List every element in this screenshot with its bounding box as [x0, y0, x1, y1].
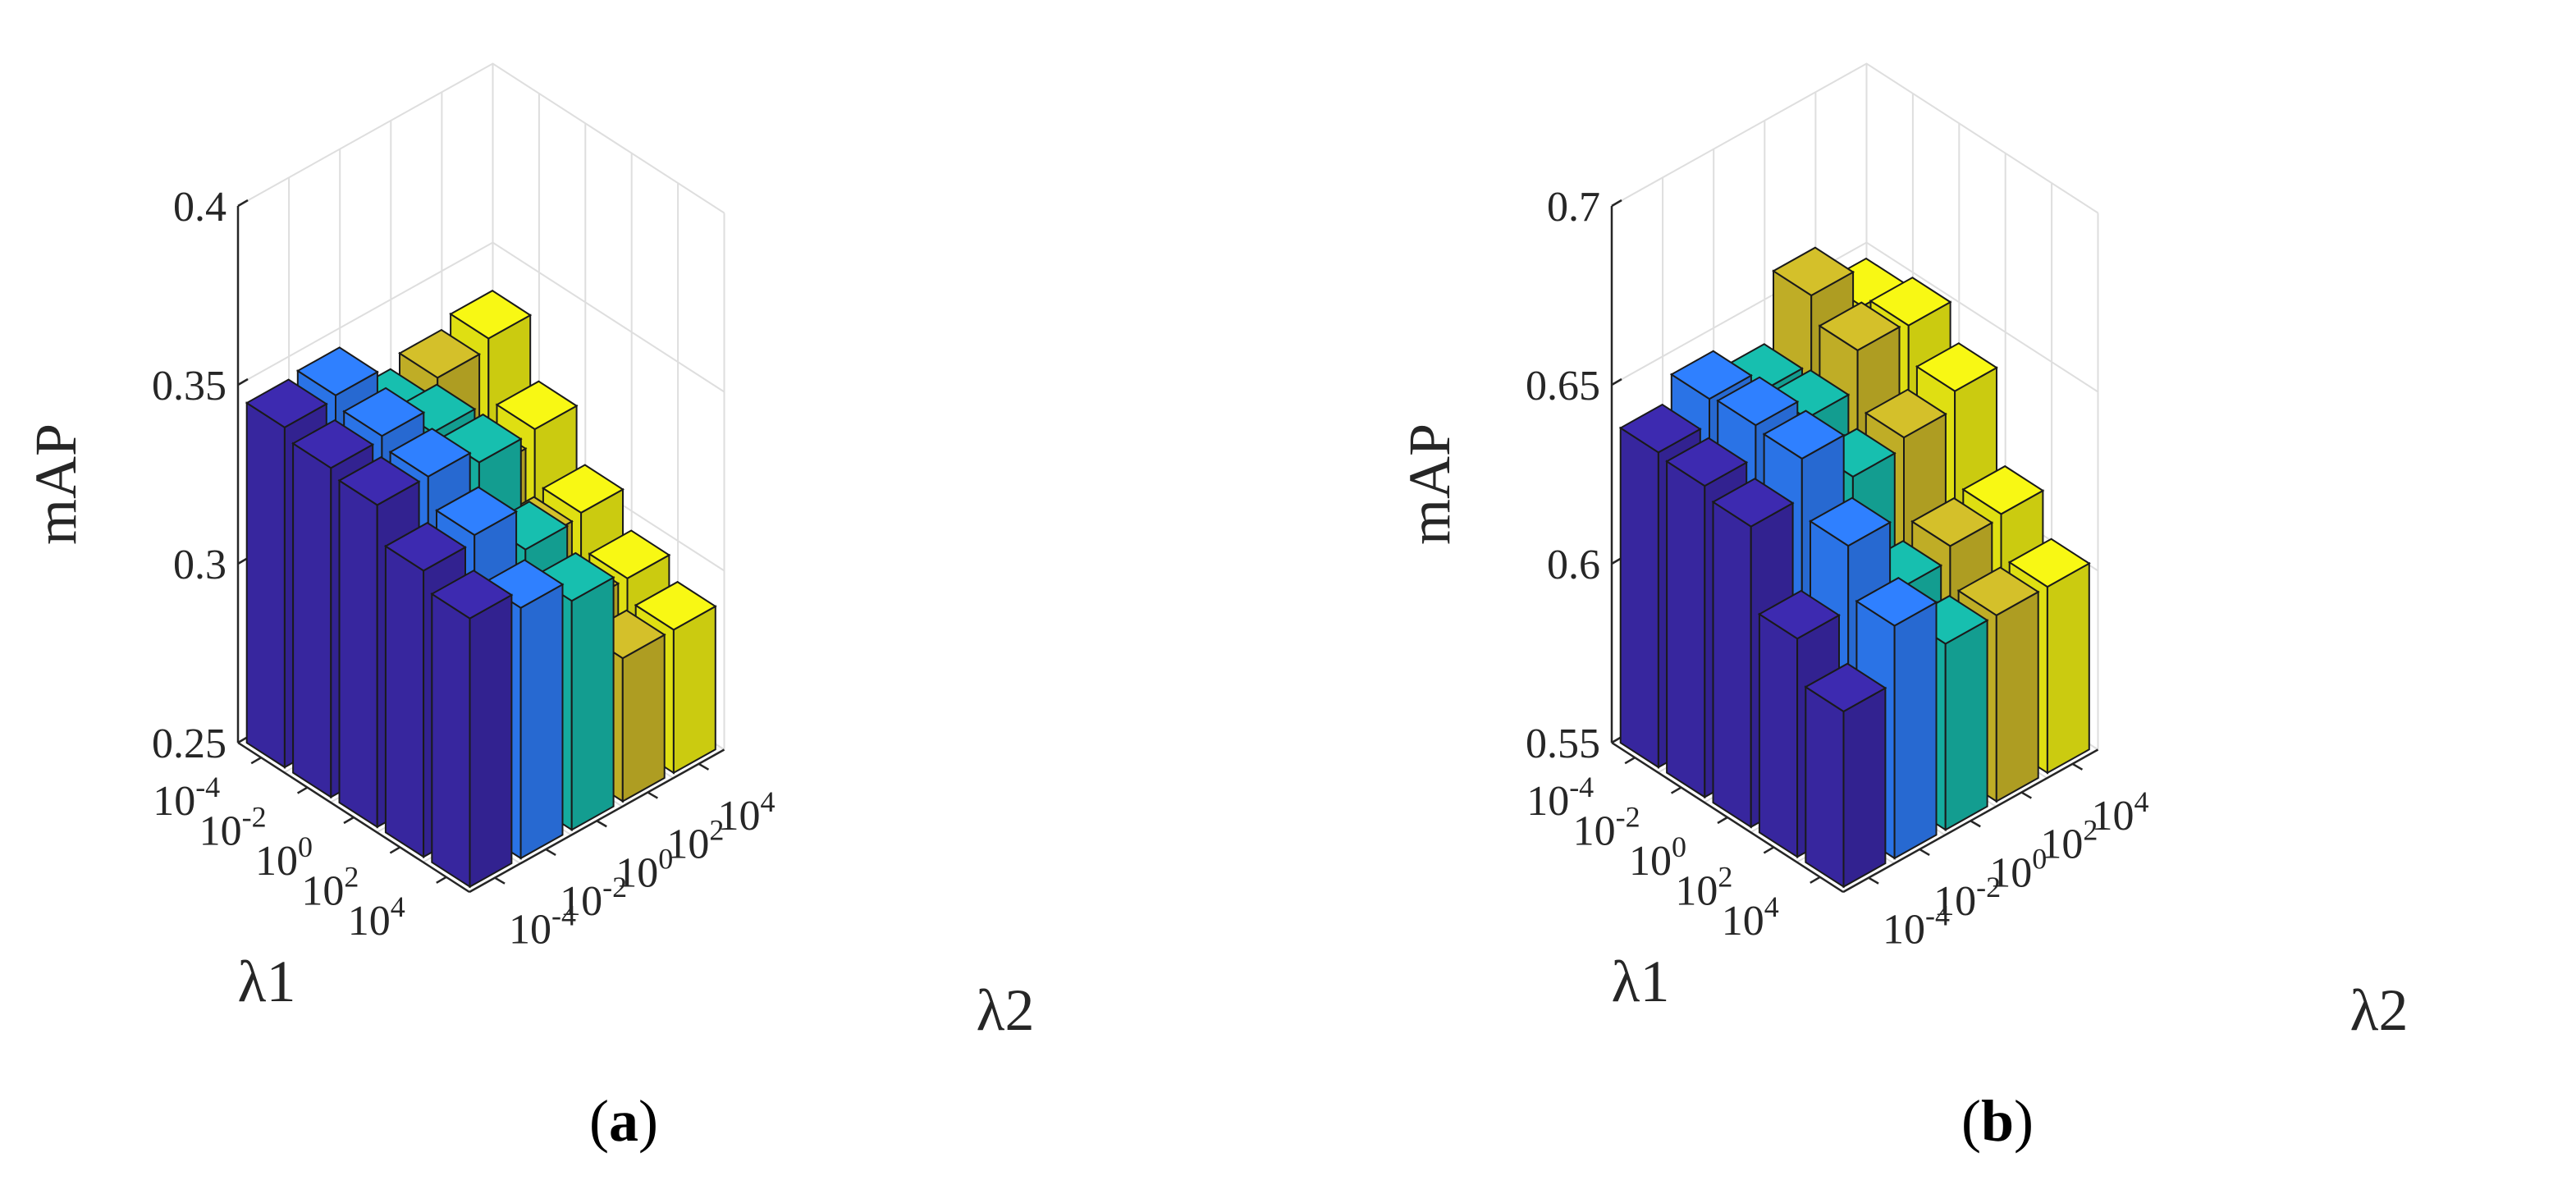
lambda1-tick-label: 10-2 — [1573, 801, 1640, 855]
lambda1-tick-label: 104 — [348, 890, 405, 945]
lambda2-tick-label: 10-2 — [560, 871, 627, 925]
lambda2-tick-label: 10-4 — [509, 899, 576, 954]
z-tick-label: 0.55 — [1526, 721, 1600, 767]
z-tick-label: 0.3 — [173, 542, 226, 588]
lambda1-axis-title: λ1 — [1612, 949, 1670, 1014]
lambda1-tick-label: 10-4 — [153, 771, 220, 825]
lambda1-tick-label: 10-4 — [1526, 771, 1594, 825]
z-axis-title: mAP — [1397, 423, 1462, 545]
lambda2-tick-label: 104 — [2091, 785, 2148, 839]
lambda2-tick-label: 102 — [2040, 814, 2098, 868]
chart-panel-b: 0.550.60.650.7mAP10-410-2100102104λ110-4… — [1397, 62, 2409, 1154]
lambda2-tick-label: 104 — [717, 785, 775, 839]
lambda1-axis-title: λ1 — [238, 949, 296, 1014]
panel-caption: (a) — [589, 1088, 658, 1154]
lambda2-tick-label: 100 — [1989, 842, 2047, 896]
z-tick-label: 0.7 — [1547, 184, 1600, 231]
lambda1-tick-label: 10-2 — [199, 801, 267, 855]
lambda1-tick-label: 102 — [1675, 860, 1732, 914]
bar — [1711, 478, 1795, 829]
lambda1-tick-label: 100 — [1629, 830, 1686, 885]
lambda2-tick-label: 100 — [615, 842, 673, 896]
lambda2-tick-label: 10-4 — [1883, 899, 1950, 954]
lambda2-tick-label: 10-2 — [1933, 871, 2001, 925]
axes — [1610, 199, 2099, 894]
bars — [245, 290, 717, 889]
z-tick-label: 0.35 — [152, 363, 226, 409]
axes — [236, 199, 725, 894]
lambda1-tick-label: 104 — [1722, 890, 1779, 945]
panel-caption: (b) — [1961, 1088, 2034, 1154]
z-tick-label: 0.6 — [1547, 542, 1600, 588]
lambda2-axis-title: λ2 — [977, 977, 1035, 1043]
z-axis-title: mAP — [23, 423, 89, 545]
z-tick-label: 0.4 — [173, 184, 226, 231]
lambda2-tick-label: 102 — [666, 814, 724, 868]
bar — [1804, 662, 1887, 889]
bar — [430, 570, 514, 889]
z-tick-label: 0.25 — [152, 721, 226, 767]
chart-panel-a: 0.250.30.350.4mAP10-410-2100102104λ110-4… — [23, 62, 1035, 1154]
z-tick-label: 0.65 — [1526, 363, 1600, 409]
lambda1-tick-label: 102 — [301, 860, 359, 914]
bars — [1618, 246, 2091, 889]
lambda2-axis-title: λ2 — [2350, 977, 2409, 1043]
lambda1-tick-label: 100 — [255, 830, 313, 885]
